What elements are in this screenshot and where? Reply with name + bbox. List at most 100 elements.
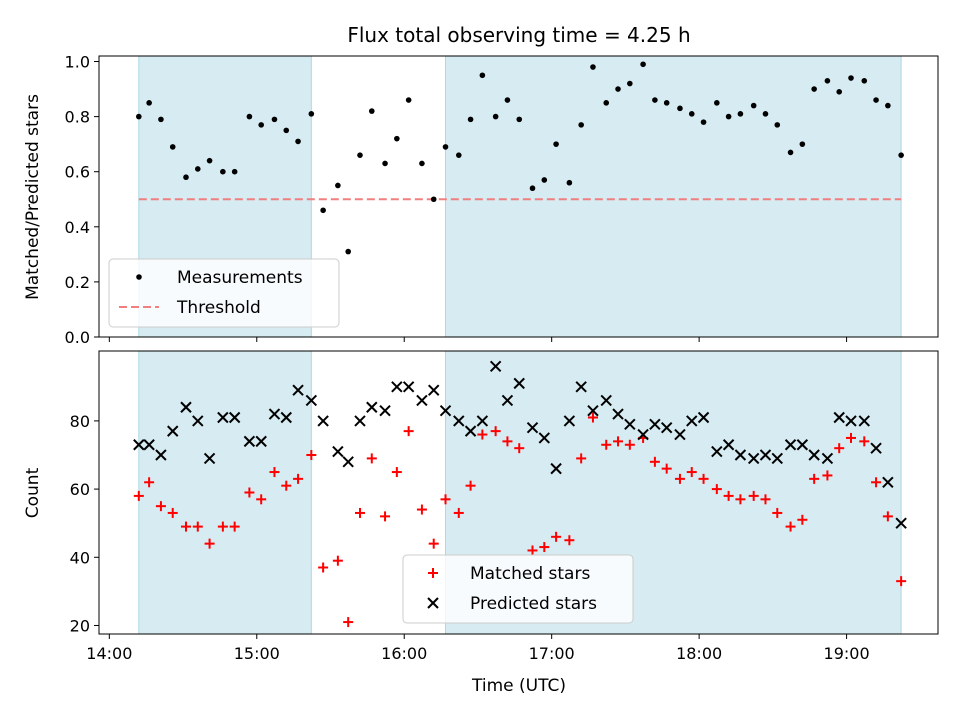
data-point [504, 97, 511, 103]
data-point-b [895, 517, 907, 529]
data-point-b [686, 415, 698, 427]
data-point [613, 436, 624, 447]
data-point-b [624, 418, 636, 431]
data-point [898, 152, 904, 158]
data-point [660, 422, 673, 434]
y-tick-label: 0.8 [65, 108, 90, 127]
data-point [269, 467, 280, 478]
data-point [734, 449, 747, 461]
data-point-b [882, 476, 894, 488]
data-point [368, 108, 375, 114]
data-point [674, 428, 686, 441]
data-point [155, 501, 166, 512]
data-point [280, 411, 292, 424]
x-tick-label: 15:00 [234, 644, 280, 663]
data-point [624, 418, 636, 431]
data-point-b [600, 394, 612, 407]
x-tick-label: 19:00 [824, 644, 870, 663]
data-point-b [366, 401, 378, 413]
legend-2: Matched stars Predicted stars [402, 554, 634, 624]
data-point [576, 453, 587, 464]
series-predicted-stars [133, 360, 907, 529]
data-point [271, 116, 278, 123]
data-point [747, 452, 760, 465]
data-point [824, 77, 831, 84]
data-point [700, 119, 707, 125]
data-point [563, 415, 576, 427]
observing-interval-1 [138, 350, 312, 635]
data-point [762, 111, 769, 117]
data-point-b [305, 394, 318, 407]
data-point [403, 426, 414, 437]
data-point-b [439, 404, 452, 417]
data-point-b [575, 381, 587, 393]
axes-frame [98, 350, 939, 635]
data-point [206, 157, 213, 164]
data-point [539, 542, 550, 553]
data-point [158, 116, 164, 123]
data-point [308, 111, 315, 117]
legend-box [402, 554, 634, 624]
data-point [649, 456, 660, 467]
data-point-b [292, 384, 304, 396]
data-point [258, 122, 264, 128]
data-point [821, 452, 834, 465]
legend-threshold-label: Threshold [176, 298, 261, 318]
data-point [601, 439, 612, 450]
data-point [861, 77, 868, 84]
data-point-b [317, 415, 329, 427]
data-point [332, 555, 343, 566]
data-point [848, 75, 854, 81]
data-point [885, 102, 891, 109]
data-point [217, 411, 229, 424]
data-point-b [649, 418, 661, 431]
data-point [590, 64, 596, 70]
data-point [318, 562, 329, 573]
data-point-b [587, 404, 599, 417]
data-point [627, 80, 633, 87]
data-point [281, 480, 292, 491]
data-point [194, 166, 201, 172]
data-point [220, 168, 226, 175]
data-point [143, 439, 155, 451]
data-point [895, 517, 907, 529]
data-point [663, 100, 670, 106]
y-tick-label: 80 [70, 412, 90, 431]
data-point [677, 105, 683, 112]
bottom-y-axis-label: Count [23, 467, 43, 518]
data-point [136, 113, 142, 120]
data-point [256, 494, 267, 505]
data-point [686, 415, 698, 427]
data-point [527, 545, 538, 556]
series-matched-stars [133, 412, 907, 628]
data-point [661, 463, 672, 474]
y-tick-label: 40 [70, 548, 90, 567]
data-point [797, 514, 808, 525]
data-point-b [453, 415, 465, 427]
data-point-b [167, 425, 179, 437]
data-point [342, 456, 354, 468]
y-tick-label: 20 [70, 616, 90, 635]
data-point [714, 100, 720, 106]
data-point-b [280, 411, 292, 424]
data-point [553, 141, 559, 147]
data-point [834, 443, 845, 454]
data-point [439, 404, 452, 417]
data-point [306, 449, 317, 460]
data-point [391, 467, 402, 478]
plot-layer: 0.0 0.2 0.4 0.6 0.8 1.0 Measurements Threshold 2… [65, 53, 939, 663]
data-point [317, 415, 329, 427]
data-point [231, 168, 238, 175]
data-point [711, 484, 722, 495]
data-point [292, 384, 304, 396]
data-point [192, 521, 203, 532]
data-point-b [217, 411, 229, 424]
panel-1: 0.0 0.2 0.4 0.6 0.8 1.0 Measurements Threshold [65, 53, 939, 347]
data-point [882, 476, 894, 488]
data-point-b [155, 449, 167, 461]
data-point [453, 415, 465, 427]
data-point [442, 144, 449, 150]
y-tick-label: 0.0 [65, 328, 90, 347]
data-point [354, 415, 366, 427]
